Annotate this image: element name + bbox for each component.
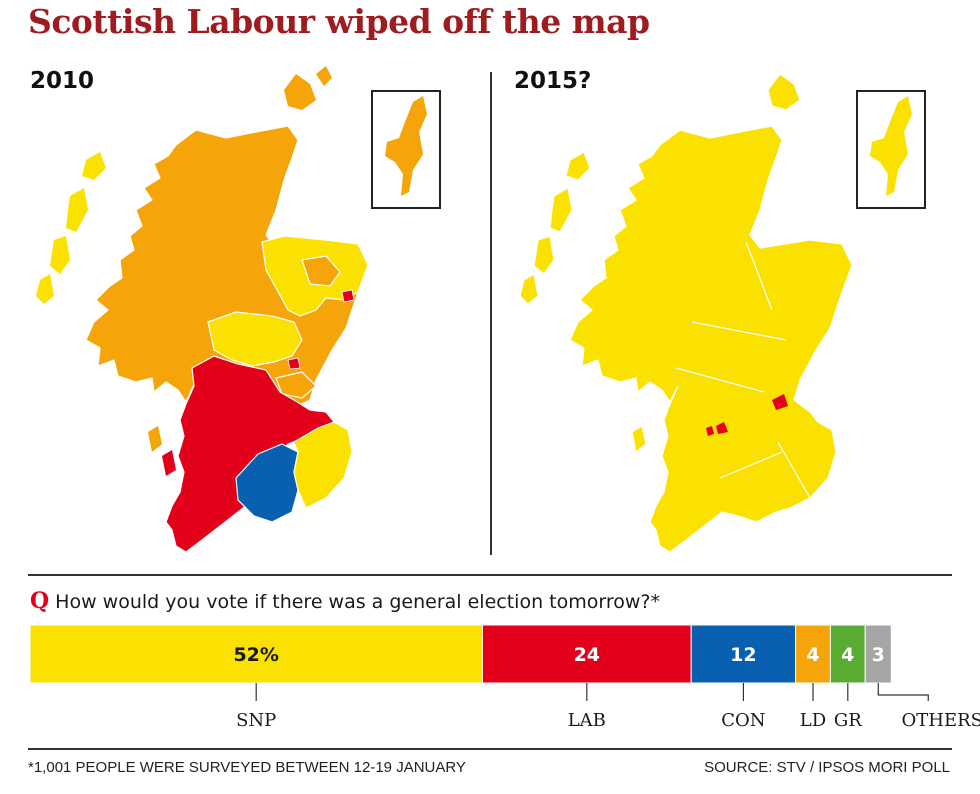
bar-value-label-lab: 24	[574, 644, 600, 666]
category-label-lab: LAB	[568, 710, 606, 731]
map-2015	[519, 73, 853, 553]
category-label-gr: GR	[834, 710, 862, 731]
question-text: How would you vote if there was a genera…	[55, 591, 660, 613]
map-2015-regions	[519, 73, 853, 553]
bar-value-label-ld: 4	[806, 644, 819, 666]
footer-source: SOURCE: STV / IPSOS MORI POLL	[704, 759, 950, 776]
poll-question: Q How would you vote if there was a gener…	[30, 588, 660, 614]
poll-bar-chart: 52% SNP 24 LAB 12 CON 4 LD 4 GR 3 OTHERS	[29, 624, 980, 731]
category-label-con: CON	[721, 710, 765, 731]
map-2010	[36, 66, 369, 553]
bar-segment-lab	[481, 624, 692, 684]
bar-segment-ld	[795, 624, 831, 684]
map-2015-edinburgh-lab	[772, 394, 788, 410]
bar-value-label-con: 12	[730, 644, 756, 666]
bar-value-label-others: 3	[872, 644, 885, 666]
category-label-ld: LD	[800, 710, 826, 731]
inset-shetland-2015	[856, 90, 926, 209]
bar-value-label-gr: 4	[841, 644, 854, 666]
section-rule-top	[28, 574, 952, 576]
map-2010-regions	[36, 66, 369, 553]
map-divider	[490, 72, 492, 555]
map-2015-glasgow-lab	[716, 422, 728, 434]
year-label-2010: 2010	[30, 68, 95, 94]
headline: Scottish Labour wiped off the map	[28, 2, 650, 41]
bar-value-label-snp: 52%	[233, 644, 278, 666]
bar-segment-con	[690, 624, 797, 684]
category-label-snp: SNP	[236, 710, 276, 731]
bar-segment-gr	[829, 624, 866, 684]
question-marker: Q	[30, 588, 50, 614]
section-rule-bottom	[28, 748, 952, 750]
bar-segment-snp	[29, 624, 483, 684]
category-label-others: OTHERS	[902, 710, 980, 731]
year-label-2015: 2015?	[514, 68, 592, 94]
footer-note: *1,001 PEOPLE WERE SURVEYED BETWEEN 12-1…	[28, 759, 466, 776]
inset-shetland-2010	[371, 90, 441, 209]
category-tick-others	[877, 683, 929, 701]
bar-segment-others	[864, 624, 892, 684]
